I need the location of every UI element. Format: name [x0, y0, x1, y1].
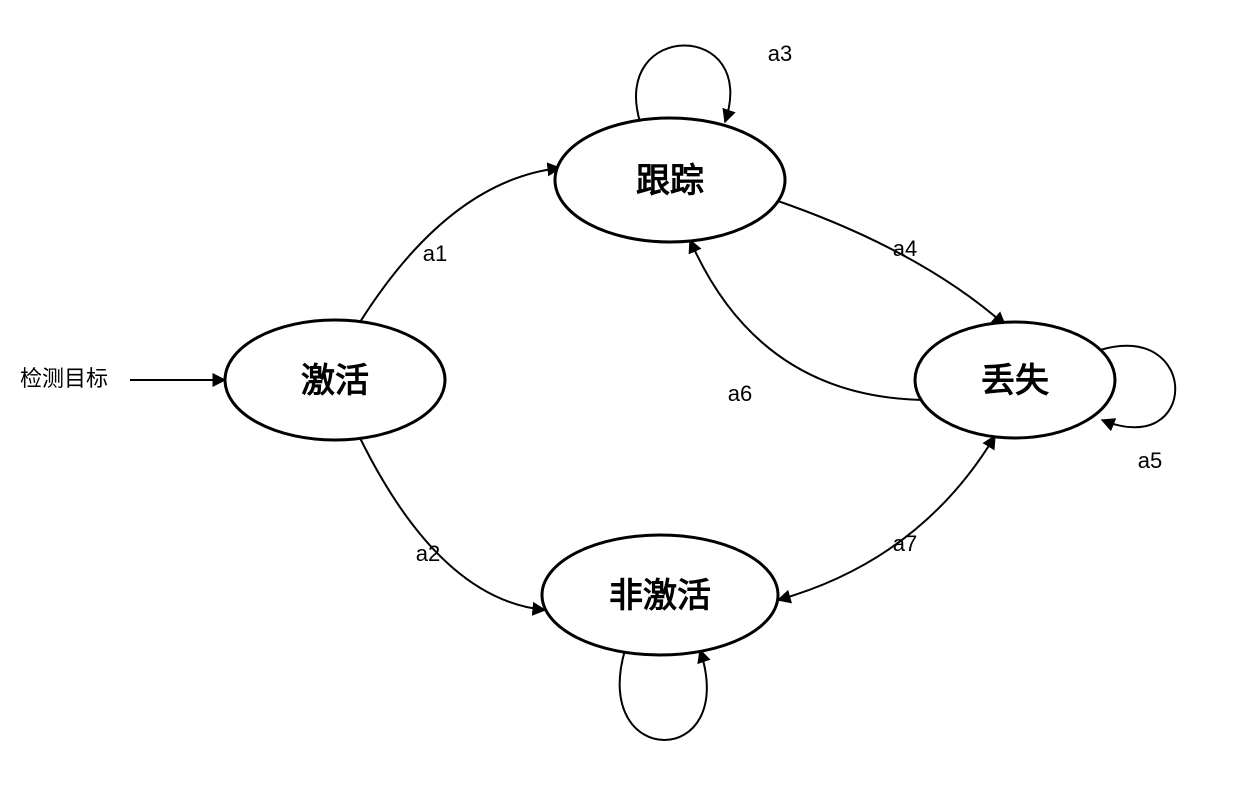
edge-a4 — [775, 200, 1005, 325]
node-activate-label: 激活 — [301, 362, 369, 400]
edge-a6 — [690, 240, 930, 400]
node-lost: 丢失 — [915, 322, 1115, 438]
edge-label-a2: a2 — [416, 541, 440, 566]
edge-label-a1: a1 — [423, 241, 447, 266]
input-detection-target: 检测目标 — [20, 366, 225, 391]
state-diagram: 检测目标 a1 a2 a3 a4 a5 a6 a7 激活 跟踪 丢失 非激活 — [0, 0, 1239, 786]
node-inactive-label: 非激活 — [609, 577, 711, 615]
edge-inactive-self — [620, 650, 707, 740]
edge-a1 — [360, 168, 560, 322]
edge-a7 — [778, 436, 995, 600]
node-tracking-label: 跟踪 — [636, 162, 704, 200]
input-label: 检测目标 — [20, 366, 108, 391]
edge-label-a4: a4 — [893, 236, 917, 261]
edge-a3-self — [636, 46, 730, 123]
node-activate: 激活 — [225, 320, 445, 440]
edge-label-a3: a3 — [768, 41, 792, 66]
edge-label-a6: a6 — [728, 381, 752, 406]
node-tracking: 跟踪 — [555, 118, 785, 242]
node-lost-label: 丢失 — [981, 362, 1050, 400]
edge-a2 — [360, 438, 545, 610]
edge-label-a5: a5 — [1138, 448, 1162, 473]
node-inactive: 非激活 — [542, 535, 778, 655]
edge-label-a7: a7 — [893, 531, 917, 556]
